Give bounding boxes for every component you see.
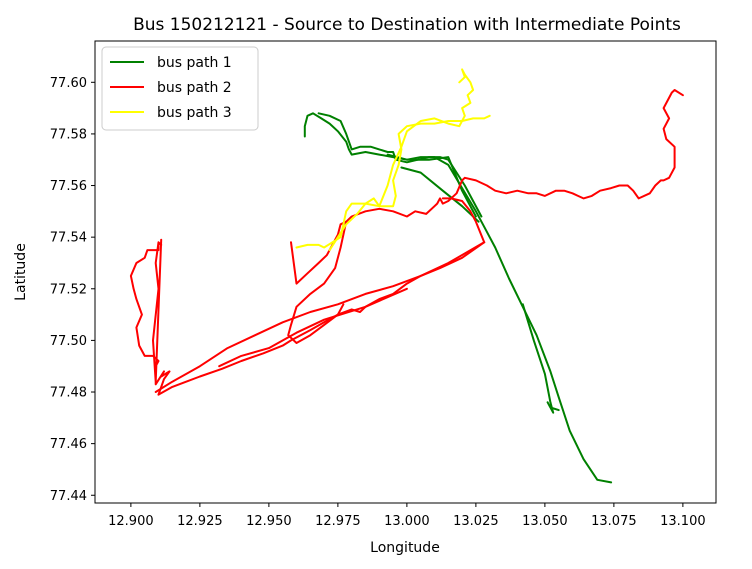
y-axis-ticks: 77.44 77.46 77.48 77.50 77.52 77.54 77.56 77.58…	[50, 76, 95, 504]
series-line-bus-path-2-11	[129, 238, 171, 396]
legend-label: bus path 3	[157, 105, 232, 121]
x-tick-label: 13.075	[591, 514, 637, 529]
series-line-bus-path-1-4	[400, 166, 480, 223]
y-tick-label: 77.58	[50, 127, 87, 142]
x-tick-label: 13.000	[384, 514, 430, 529]
x-tick-label: 12.925	[177, 514, 223, 529]
x-tick-label: 13.025	[453, 514, 499, 529]
y-tick-label: 77.52	[50, 282, 87, 297]
x-axis-label: Longitude	[370, 540, 440, 556]
series-line-bus-path-2-10	[218, 287, 408, 368]
series-line-bus-path-2-5	[290, 89, 684, 285]
series-line-bus-path-3-12	[295, 114, 491, 249]
y-axis-label: Latitude	[13, 243, 29, 301]
series-line-bus-path-2-8	[157, 241, 486, 396]
legend-label: bus path 1	[157, 55, 232, 71]
series-line-bus-path-2-9	[154, 241, 486, 393]
y-tick-label: 77.50	[50, 334, 87, 349]
legend: bus path 1 bus path 2 bus path 3	[101, 46, 259, 131]
x-tick-label: 12.950	[246, 514, 292, 529]
series-layer	[129, 68, 684, 484]
x-tick-label: 13.050	[522, 514, 568, 529]
legend-label: bus path 2	[157, 80, 232, 96]
chart-title: Bus 150212121 - Source to Destination wi…	[133, 15, 681, 35]
series-line-bus-path-1-0	[303, 112, 613, 484]
x-axis-ticks: 12.900 12.925 12.950 12.975 13.000 13.025 13.0…	[108, 503, 706, 529]
y-tick-label: 77.44	[50, 489, 87, 504]
y-tick-label: 77.46	[50, 437, 87, 452]
series-line-bus-path-1-1	[317, 112, 483, 218]
y-tick-label: 77.60	[50, 76, 87, 91]
series-line-bus-path-1-2	[386, 153, 477, 218]
series-line-bus-path-1-3	[521, 303, 560, 414]
x-tick-label: 12.900	[108, 514, 154, 529]
series-line-bus-path-2-6	[287, 220, 348, 344]
series-line-bus-path-3-13	[328, 68, 475, 252]
y-tick-label: 77.56	[50, 179, 87, 194]
series-line-bus-path-2-7	[441, 197, 486, 244]
y-tick-label: 77.54	[50, 231, 87, 246]
y-tick-label: 77.48	[50, 386, 87, 401]
x-tick-label: 13.100	[660, 514, 706, 529]
legend-box	[101, 46, 259, 131]
x-tick-label: 12.975	[315, 514, 361, 529]
plot-area-frame	[94, 40, 717, 504]
